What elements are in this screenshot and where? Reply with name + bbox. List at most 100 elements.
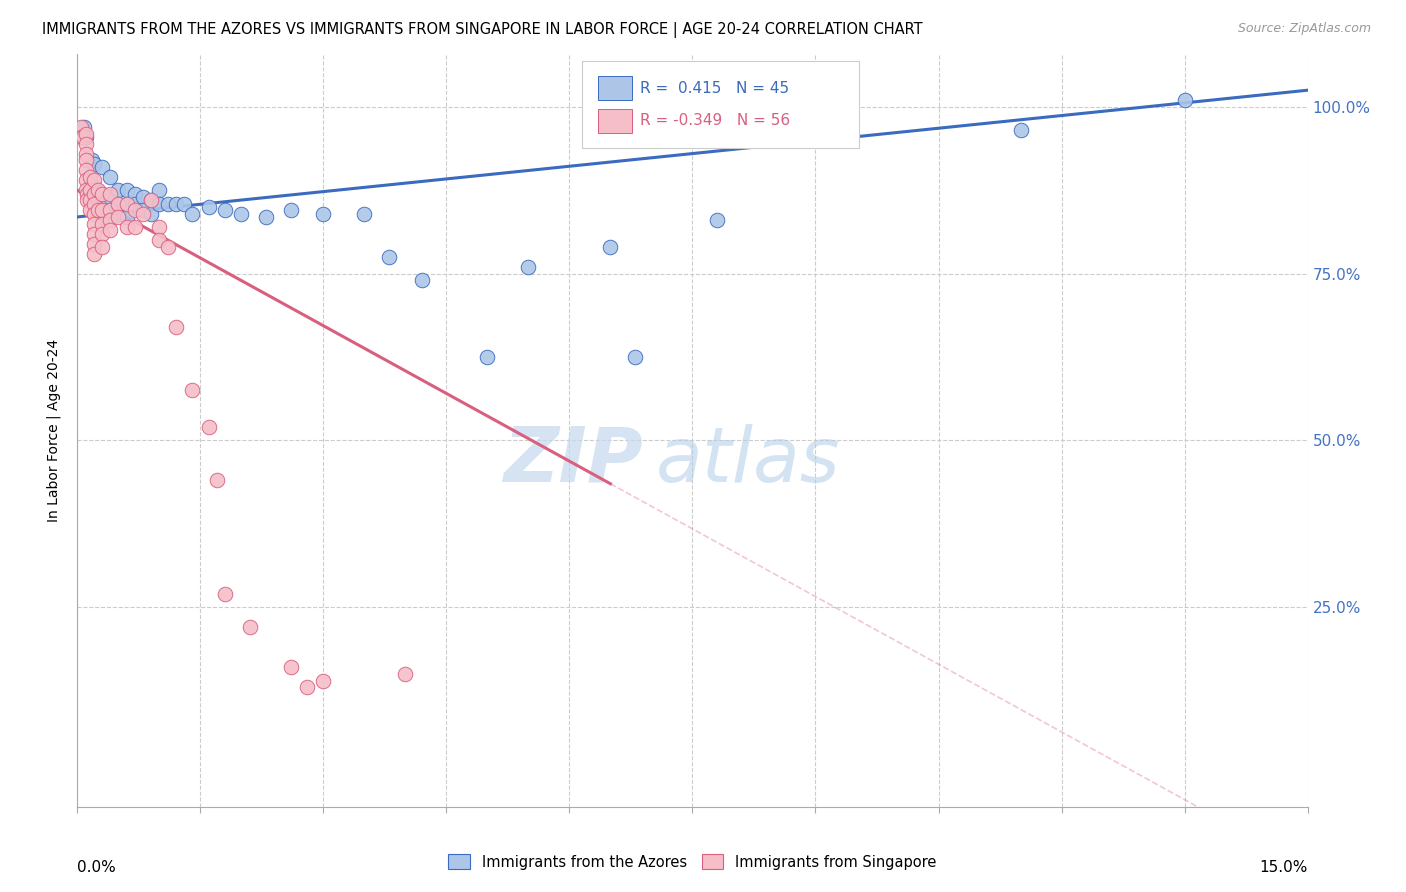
Point xyxy=(83,246,105,260)
Point xyxy=(517,260,540,274)
Point xyxy=(148,196,170,211)
Point xyxy=(124,186,146,201)
Point xyxy=(70,120,93,134)
Point xyxy=(83,156,105,170)
FancyBboxPatch shape xyxy=(598,109,633,133)
Point xyxy=(75,127,97,141)
Point xyxy=(107,196,129,211)
Point xyxy=(90,240,114,254)
Text: R =  0.415   N = 45: R = 0.415 N = 45 xyxy=(640,80,789,95)
Point xyxy=(98,223,121,237)
Point xyxy=(312,206,335,220)
Point xyxy=(411,273,433,287)
Point xyxy=(98,190,121,204)
Text: atlas: atlas xyxy=(655,424,839,498)
Point xyxy=(148,233,170,247)
Point xyxy=(90,186,114,201)
Y-axis label: In Labor Force | Age 20-24: In Labor Force | Age 20-24 xyxy=(46,339,62,522)
Point xyxy=(115,196,138,211)
Point xyxy=(83,236,105,251)
Point xyxy=(79,169,101,184)
Text: R = -0.349   N = 56: R = -0.349 N = 56 xyxy=(640,113,790,128)
Point xyxy=(98,203,121,218)
Text: 0.0%: 0.0% xyxy=(77,860,117,875)
Point xyxy=(90,210,114,224)
Point xyxy=(75,153,97,168)
Text: Source: ZipAtlas.com: Source: ZipAtlas.com xyxy=(1237,22,1371,36)
Point xyxy=(98,186,121,201)
Point xyxy=(79,183,101,197)
Point xyxy=(70,129,93,144)
Point xyxy=(90,160,114,174)
Point xyxy=(82,153,104,168)
Point xyxy=(599,240,621,254)
Point xyxy=(141,194,163,208)
Point xyxy=(148,183,170,197)
Point xyxy=(75,173,97,187)
Point xyxy=(98,213,121,227)
Point xyxy=(107,183,129,197)
Point xyxy=(312,673,335,688)
Point xyxy=(83,186,105,201)
Point xyxy=(83,173,105,187)
Text: ZIP: ZIP xyxy=(503,424,644,498)
Point xyxy=(107,196,129,211)
Point xyxy=(79,203,101,218)
Point xyxy=(173,196,195,211)
Point xyxy=(156,196,179,211)
Point xyxy=(76,194,98,208)
Point xyxy=(156,240,179,254)
Point xyxy=(107,210,129,224)
Point xyxy=(254,210,277,224)
Point xyxy=(83,217,105,231)
Point xyxy=(75,163,97,178)
Point xyxy=(378,250,401,264)
FancyBboxPatch shape xyxy=(582,61,859,148)
Point xyxy=(165,320,187,334)
Point xyxy=(83,206,105,220)
Point xyxy=(115,219,138,234)
Point xyxy=(239,620,262,634)
Point xyxy=(181,384,204,398)
Text: IMMIGRANTS FROM THE AZORES VS IMMIGRANTS FROM SINGAPORE IN LABOR FORCE | AGE 20-: IMMIGRANTS FROM THE AZORES VS IMMIGRANTS… xyxy=(42,22,922,38)
Point xyxy=(197,200,219,214)
Point xyxy=(165,196,187,211)
Point xyxy=(75,129,97,144)
Point xyxy=(87,203,110,218)
Point xyxy=(79,194,101,208)
Point xyxy=(1010,123,1032,137)
Point xyxy=(90,227,114,241)
Point xyxy=(181,206,204,220)
Text: 15.0%: 15.0% xyxy=(1260,860,1308,875)
Point xyxy=(115,183,138,197)
Point xyxy=(214,587,236,601)
Point xyxy=(141,194,163,208)
Point xyxy=(115,210,138,224)
Point xyxy=(83,196,105,211)
Point xyxy=(73,120,96,134)
Point xyxy=(124,203,146,218)
Point xyxy=(107,206,129,220)
Point xyxy=(1174,93,1197,107)
Point xyxy=(75,136,97,151)
Point xyxy=(706,213,728,227)
Point xyxy=(115,196,138,211)
Point xyxy=(214,203,236,218)
Point xyxy=(197,420,219,434)
Point xyxy=(90,203,114,218)
Point xyxy=(280,203,302,218)
Point xyxy=(132,203,155,218)
Point xyxy=(148,219,170,234)
Point xyxy=(83,227,105,241)
Point xyxy=(83,180,105,194)
Point xyxy=(98,169,121,184)
Point xyxy=(353,206,375,220)
Point xyxy=(141,206,163,220)
Point xyxy=(624,350,647,364)
Point xyxy=(90,186,114,201)
Point xyxy=(295,680,318,694)
Point xyxy=(98,203,121,218)
Point xyxy=(72,129,94,144)
Point xyxy=(132,206,155,220)
Point xyxy=(280,660,302,674)
